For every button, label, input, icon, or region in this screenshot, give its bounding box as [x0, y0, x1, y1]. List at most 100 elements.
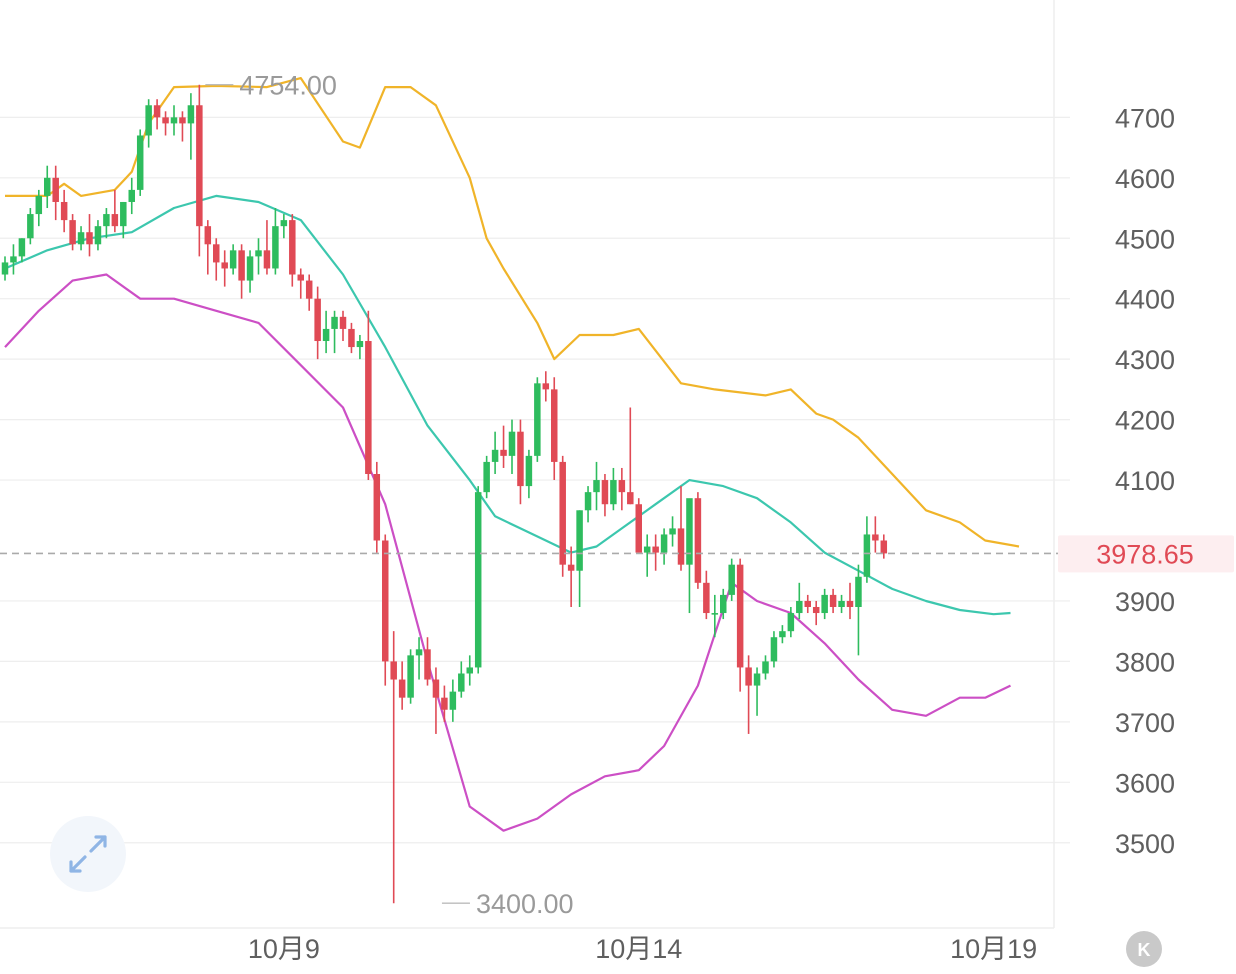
- candle: [627, 407, 634, 505]
- candle: [398, 661, 406, 710]
- candle: [365, 310, 372, 481]
- candle: [559, 455, 566, 577]
- y-tick-label: 4100: [1115, 466, 1175, 496]
- candle-body: [10, 256, 17, 263]
- candle: [27, 208, 34, 245]
- candle-body: [829, 594, 837, 607]
- candle-body: [196, 105, 203, 227]
- candle-body: [643, 546, 651, 553]
- candle: [86, 214, 93, 257]
- candle: [660, 528, 668, 565]
- candle: [466, 655, 473, 686]
- candle: [238, 244, 245, 299]
- candle: [601, 474, 609, 517]
- candle: [196, 84, 203, 257]
- candles: [1, 84, 888, 904]
- candle: [686, 498, 693, 614]
- candle: [52, 165, 59, 221]
- candle: [711, 594, 719, 638]
- candle: [162, 111, 169, 136]
- candle: [331, 310, 338, 354]
- y-axis-ticks: 4700 4600 4500 4400 4300 4200 4100 3900 3800 3700…: [1115, 103, 1175, 858]
- candle: [838, 594, 845, 614]
- candle-body: [466, 667, 473, 674]
- candle-body: [736, 564, 744, 668]
- candle: [753, 667, 761, 716]
- expand-button[interactable]: [50, 816, 126, 892]
- candle: [382, 534, 389, 686]
- candle-body: [18, 238, 26, 257]
- candle: [669, 516, 676, 547]
- candle-body: [204, 226, 212, 245]
- candle: [846, 582, 854, 620]
- candle-body: [213, 244, 220, 263]
- upper-band-line: [5, 77, 1020, 548]
- candle: [373, 461, 381, 553]
- candle: [356, 334, 364, 360]
- candle-body: [187, 105, 195, 124]
- y-tick-label: 3800: [1115, 647, 1175, 677]
- candle: [872, 516, 879, 553]
- candle: [111, 189, 119, 233]
- k-button-icon: K: [1138, 940, 1151, 960]
- x-tick-label: 10月14: [595, 934, 682, 964]
- candle-body: [103, 214, 110, 227]
- candle-body: [745, 667, 752, 686]
- y-tick-label: 4700: [1115, 103, 1175, 133]
- k-line-button[interactable]: K: [1126, 931, 1162, 967]
- candle-body: [618, 480, 626, 493]
- candle: [213, 238, 220, 281]
- candle-body: [821, 594, 828, 614]
- candle-body: [508, 431, 516, 456]
- candle: [551, 377, 558, 481]
- candle: [60, 189, 68, 233]
- candle: [584, 486, 592, 523]
- candle-body: [567, 564, 575, 571]
- candle: [821, 588, 828, 620]
- candle-body: [331, 316, 338, 329]
- candle: [432, 667, 440, 734]
- candle-body: [263, 250, 271, 269]
- candle: [745, 655, 752, 734]
- candle-body: [601, 480, 609, 505]
- candle-body: [52, 177, 59, 202]
- candle: [762, 655, 769, 680]
- candle: [179, 111, 186, 142]
- candle-body: [60, 201, 68, 221]
- candle-body: [525, 455, 533, 487]
- candle-body: [373, 474, 381, 541]
- candle-body: [652, 546, 659, 553]
- candle: [297, 268, 304, 299]
- candle: [829, 588, 837, 614]
- candle-body: [111, 214, 119, 227]
- candle-body: [534, 383, 541, 456]
- candle-body: [694, 498, 702, 583]
- candle: [145, 99, 152, 148]
- candle-body: [179, 117, 186, 124]
- candle: [728, 558, 735, 601]
- candle: [35, 189, 43, 227]
- candle: [567, 546, 575, 607]
- candle-body: [542, 383, 550, 390]
- middle-band-line: [4, 194, 1011, 616]
- candle-body: [69, 220, 76, 245]
- candle-body: [424, 649, 431, 680]
- candle: [517, 419, 524, 505]
- candle-body: [728, 564, 735, 595]
- candle-body: [627, 492, 634, 505]
- candle: [348, 322, 355, 354]
- candle-body: [128, 189, 135, 202]
- candle: [804, 594, 811, 614]
- high-low-annotations: 4754.00 3400.00: [205, 71, 574, 919]
- candle-body: [491, 449, 499, 462]
- candle: [677, 486, 685, 571]
- candle-body: [27, 214, 34, 239]
- candle: [787, 606, 795, 638]
- candle-body: [838, 600, 845, 607]
- grid-lines: [0, 116, 1070, 844]
- candle: [153, 99, 161, 130]
- candle-body: [1, 262, 9, 275]
- candle: [280, 214, 288, 239]
- candle: [255, 238, 262, 275]
